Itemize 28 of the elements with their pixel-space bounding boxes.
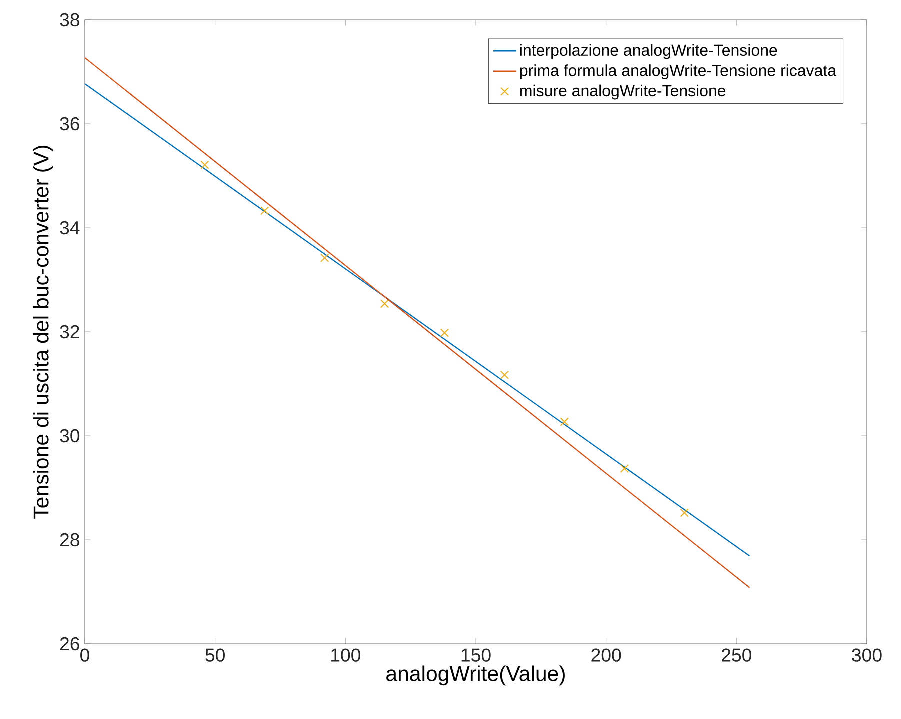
y-tick-label: 28 xyxy=(60,533,80,547)
y-tick-label: 36 xyxy=(60,117,80,131)
point xyxy=(260,206,270,216)
y-axis-title: Tensione di uscita del buc-converter (V) xyxy=(33,146,54,519)
legend-label: misure analogWrite-Tensione xyxy=(520,84,726,100)
x-tick-label: 300 xyxy=(852,648,882,662)
point xyxy=(200,160,210,170)
x-tick-label: 100 xyxy=(332,648,361,662)
x-tick-label: 250 xyxy=(722,648,752,662)
point xyxy=(320,254,330,262)
y-tick-label: 26 xyxy=(60,637,80,651)
y-tick-label: 34 xyxy=(60,221,80,235)
point xyxy=(620,464,629,474)
x-axis-title: analogWrite(Value) xyxy=(386,666,565,686)
x-tick-label: 50 xyxy=(206,648,225,662)
point xyxy=(440,328,450,338)
x-tick-label: 200 xyxy=(592,648,622,662)
legend-label: prima formula analogWrite-Tensione ricavata xyxy=(520,64,837,80)
x-tick-label: 0 xyxy=(80,648,90,662)
legend-label: interpolazione analogWrite-Tensione xyxy=(520,44,778,60)
point xyxy=(680,508,689,518)
y-tick-label: 32 xyxy=(60,325,80,339)
x-tick-label: 150 xyxy=(462,648,491,662)
y-tick-label: 30 xyxy=(60,429,80,443)
point xyxy=(500,370,509,380)
point xyxy=(560,418,569,426)
point xyxy=(380,300,390,308)
y-tick-label: 38 xyxy=(60,13,80,27)
